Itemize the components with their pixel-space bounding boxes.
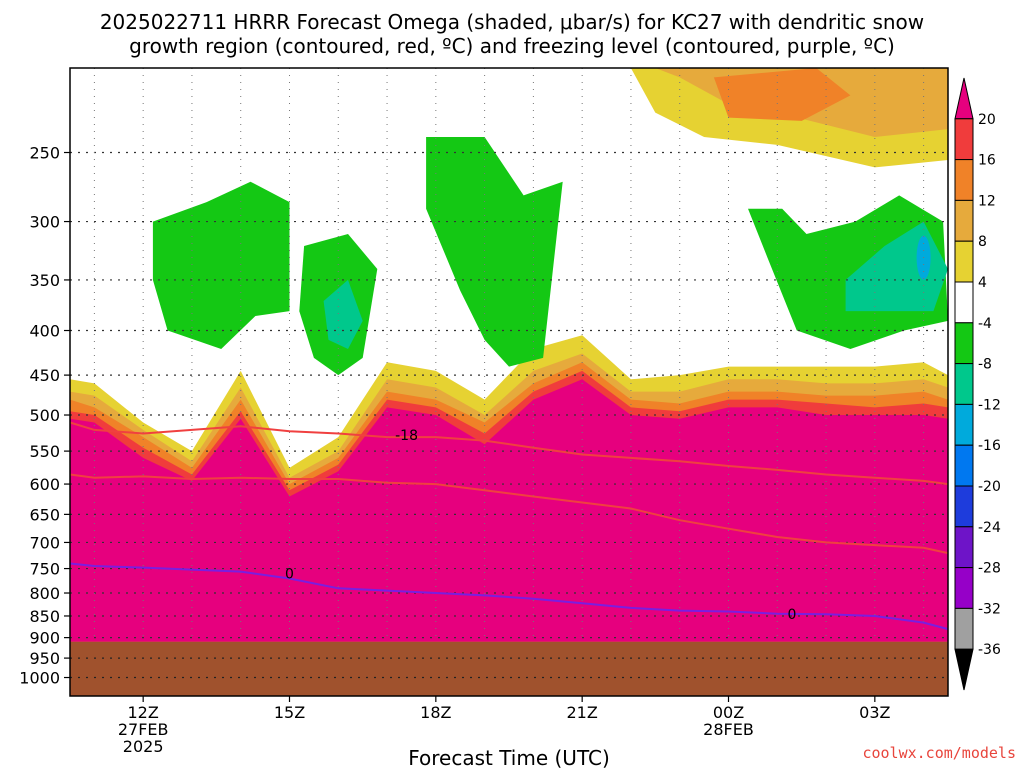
y-tick-label: 750	[29, 560, 60, 579]
colorbar-segment	[954, 240, 974, 283]
x-tick-label: 21Z	[567, 703, 598, 722]
plot-frame	[69, 67, 949, 697]
colorbar-segment	[954, 118, 974, 161]
green-region-3	[426, 137, 563, 367]
colorbar-tick-label: -4	[978, 316, 992, 332]
colorbar-segment	[954, 322, 974, 365]
top-orange-core	[713, 68, 851, 121]
freezing-contour-label: 0	[285, 567, 294, 583]
green-region-1	[152, 181, 290, 349]
y-tick-label: 400	[29, 322, 60, 341]
colorbar-tick-label: -24	[978, 520, 1001, 536]
y-tick-label: 500	[29, 406, 60, 425]
colorbar-segment	[954, 485, 974, 528]
colorbar-tick-label: -28	[978, 561, 1001, 577]
y-tick-label: 800	[29, 584, 60, 603]
colorbar-tick-label: 20	[978, 112, 996, 128]
dgz-contour-2	[69, 473, 949, 555]
teal-region-1	[323, 279, 363, 349]
freezing-level-contour	[69, 562, 949, 631]
colorbar-segment	[954, 281, 974, 324]
y-tick-label: 700	[29, 533, 60, 552]
colorbar-segment-top	[954, 77, 974, 120]
colorbar-segment	[954, 363, 974, 405]
colorbar-tick-label: 16	[978, 153, 996, 169]
omega-fill-magenta	[70, 379, 948, 642]
y-tick-label: 300	[29, 213, 60, 232]
colorbar-tick-label: -32	[978, 601, 1001, 617]
y-tick-label: 550	[29, 442, 60, 461]
colorbar-segment	[954, 159, 974, 201]
x-axis-label: Forecast Time (UTC)	[408, 746, 610, 768]
x-tick-label: 03Z	[859, 703, 890, 722]
x-tick-label: 28FEB	[703, 720, 754, 739]
colorbar-segment	[954, 444, 974, 487]
dgz-contour-1	[69, 421, 949, 486]
colorbar-segment	[954, 567, 974, 609]
colorbar-tick-label: -20	[978, 479, 1001, 495]
colorbar-segment	[954, 526, 974, 569]
freezing-contour-label-2: 0	[787, 607, 796, 623]
colorbar-tick-label: -8	[978, 357, 992, 373]
y-tick-label: 450	[29, 366, 60, 385]
colorbar-tick-label: -36	[978, 642, 1001, 658]
y-tick-label: 250	[29, 144, 60, 163]
x-tick-label: 27FEB	[118, 720, 169, 739]
colorbar-tick-label: 12	[978, 193, 996, 209]
y-tick-label: 900	[29, 629, 60, 648]
chart-title-line-2: growth region (contoured, red, ºC) and f…	[129, 34, 895, 58]
colorbar-tick-label: 4	[978, 275, 987, 291]
colorbar-tick-label: -16	[978, 438, 1001, 454]
y-tick-label: 1000	[19, 669, 60, 688]
x-tick-label: 15Z	[274, 703, 305, 722]
credit-text: coolwx.com/models	[862, 744, 1016, 762]
y-tick-label: 350	[29, 271, 60, 290]
colorbar-segment	[954, 199, 974, 242]
y-tick-label: 600	[29, 475, 60, 494]
colorbar-segment	[954, 607, 974, 650]
colorbar-segment-bottom	[954, 648, 974, 691]
x-tick-label: 00Z	[713, 703, 744, 722]
y-tick-label: 950	[29, 649, 60, 668]
x-tick-label: 2025	[123, 737, 164, 756]
colorbar-segment	[954, 403, 974, 446]
y-tick-label: 850	[29, 607, 60, 626]
x-tick-label: 18Z	[420, 703, 451, 722]
dgz-contour-label: -18	[395, 428, 418, 444]
colorbar-tick-label: 8	[978, 234, 987, 250]
ground-fill	[70, 641, 948, 696]
colorbar-tick-label: -12	[978, 397, 1001, 413]
x-tick-label: 12Z	[128, 703, 159, 722]
chart-title-line-1: 2025022711 HRRR Forecast Omega (shaded, …	[100, 10, 924, 34]
y-tick-label: 650	[29, 505, 60, 524]
